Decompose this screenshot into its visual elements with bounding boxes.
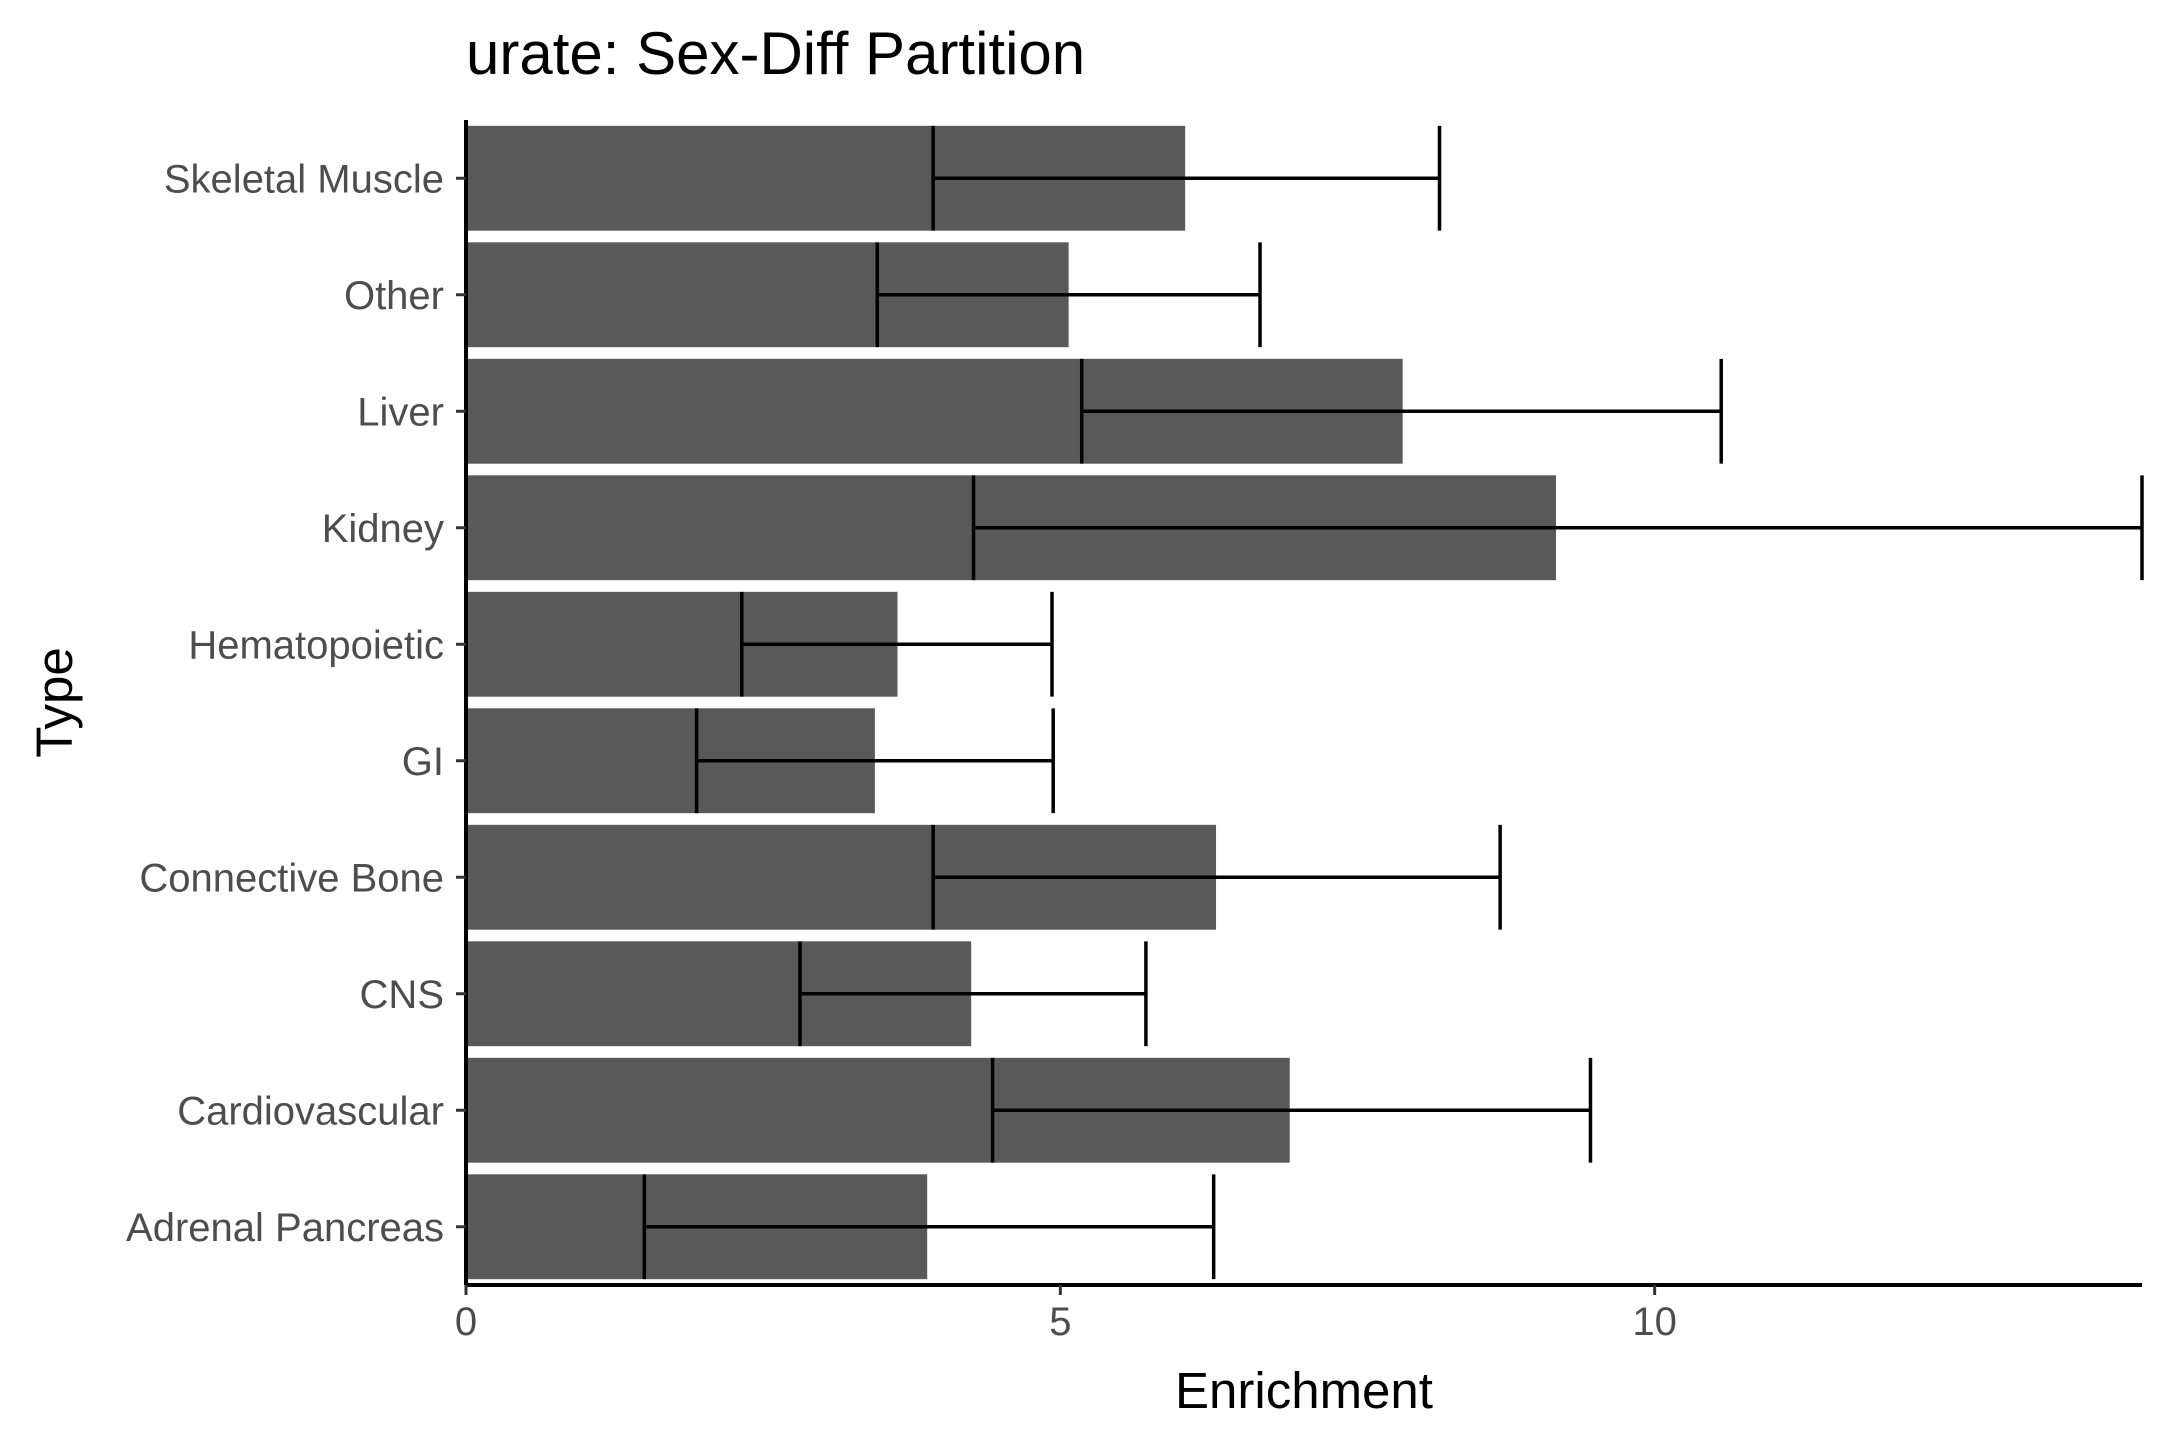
- y-tick-label-cardiovascular: Cardiovascular: [177, 1089, 444, 1133]
- x-axis-ticks: 0 5 10: [455, 1285, 1677, 1344]
- y-tick-label-gi: GI: [402, 740, 444, 784]
- chart-title: urate: Sex-Diff Partition: [466, 20, 1085, 87]
- y-tick-label-adrenal-pancreas: Adrenal Pancreas: [126, 1206, 444, 1250]
- y-axis-ticks: Skeletal Muscle Other Liver Kidney Hematopoi…: [126, 157, 466, 1250]
- error-bars-layer: [642, 125, 2144, 1280]
- y-tick-label-other: Other: [344, 274, 444, 318]
- y-axis-title: Type: [26, 647, 83, 758]
- x-axis-title: Enrichment: [1175, 1362, 1433, 1419]
- x-tick-label-10: 10: [1632, 1300, 1677, 1344]
- y-tick-label-hematopoietic: Hematopoietic: [188, 623, 444, 667]
- x-tick-label-5: 5: [1049, 1300, 1071, 1344]
- y-tick-label-skeletal-muscle: Skeletal Muscle: [164, 157, 444, 201]
- bars-layer: [466, 125, 1556, 1280]
- x-tick-label-0: 0: [455, 1300, 477, 1344]
- y-tick-label-cns: CNS: [360, 973, 444, 1017]
- y-tick-label-connective-bone: Connective Bone: [139, 856, 444, 900]
- y-tick-label-liver: Liver: [357, 390, 444, 434]
- y-tick-label-kidney: Kidney: [322, 507, 444, 551]
